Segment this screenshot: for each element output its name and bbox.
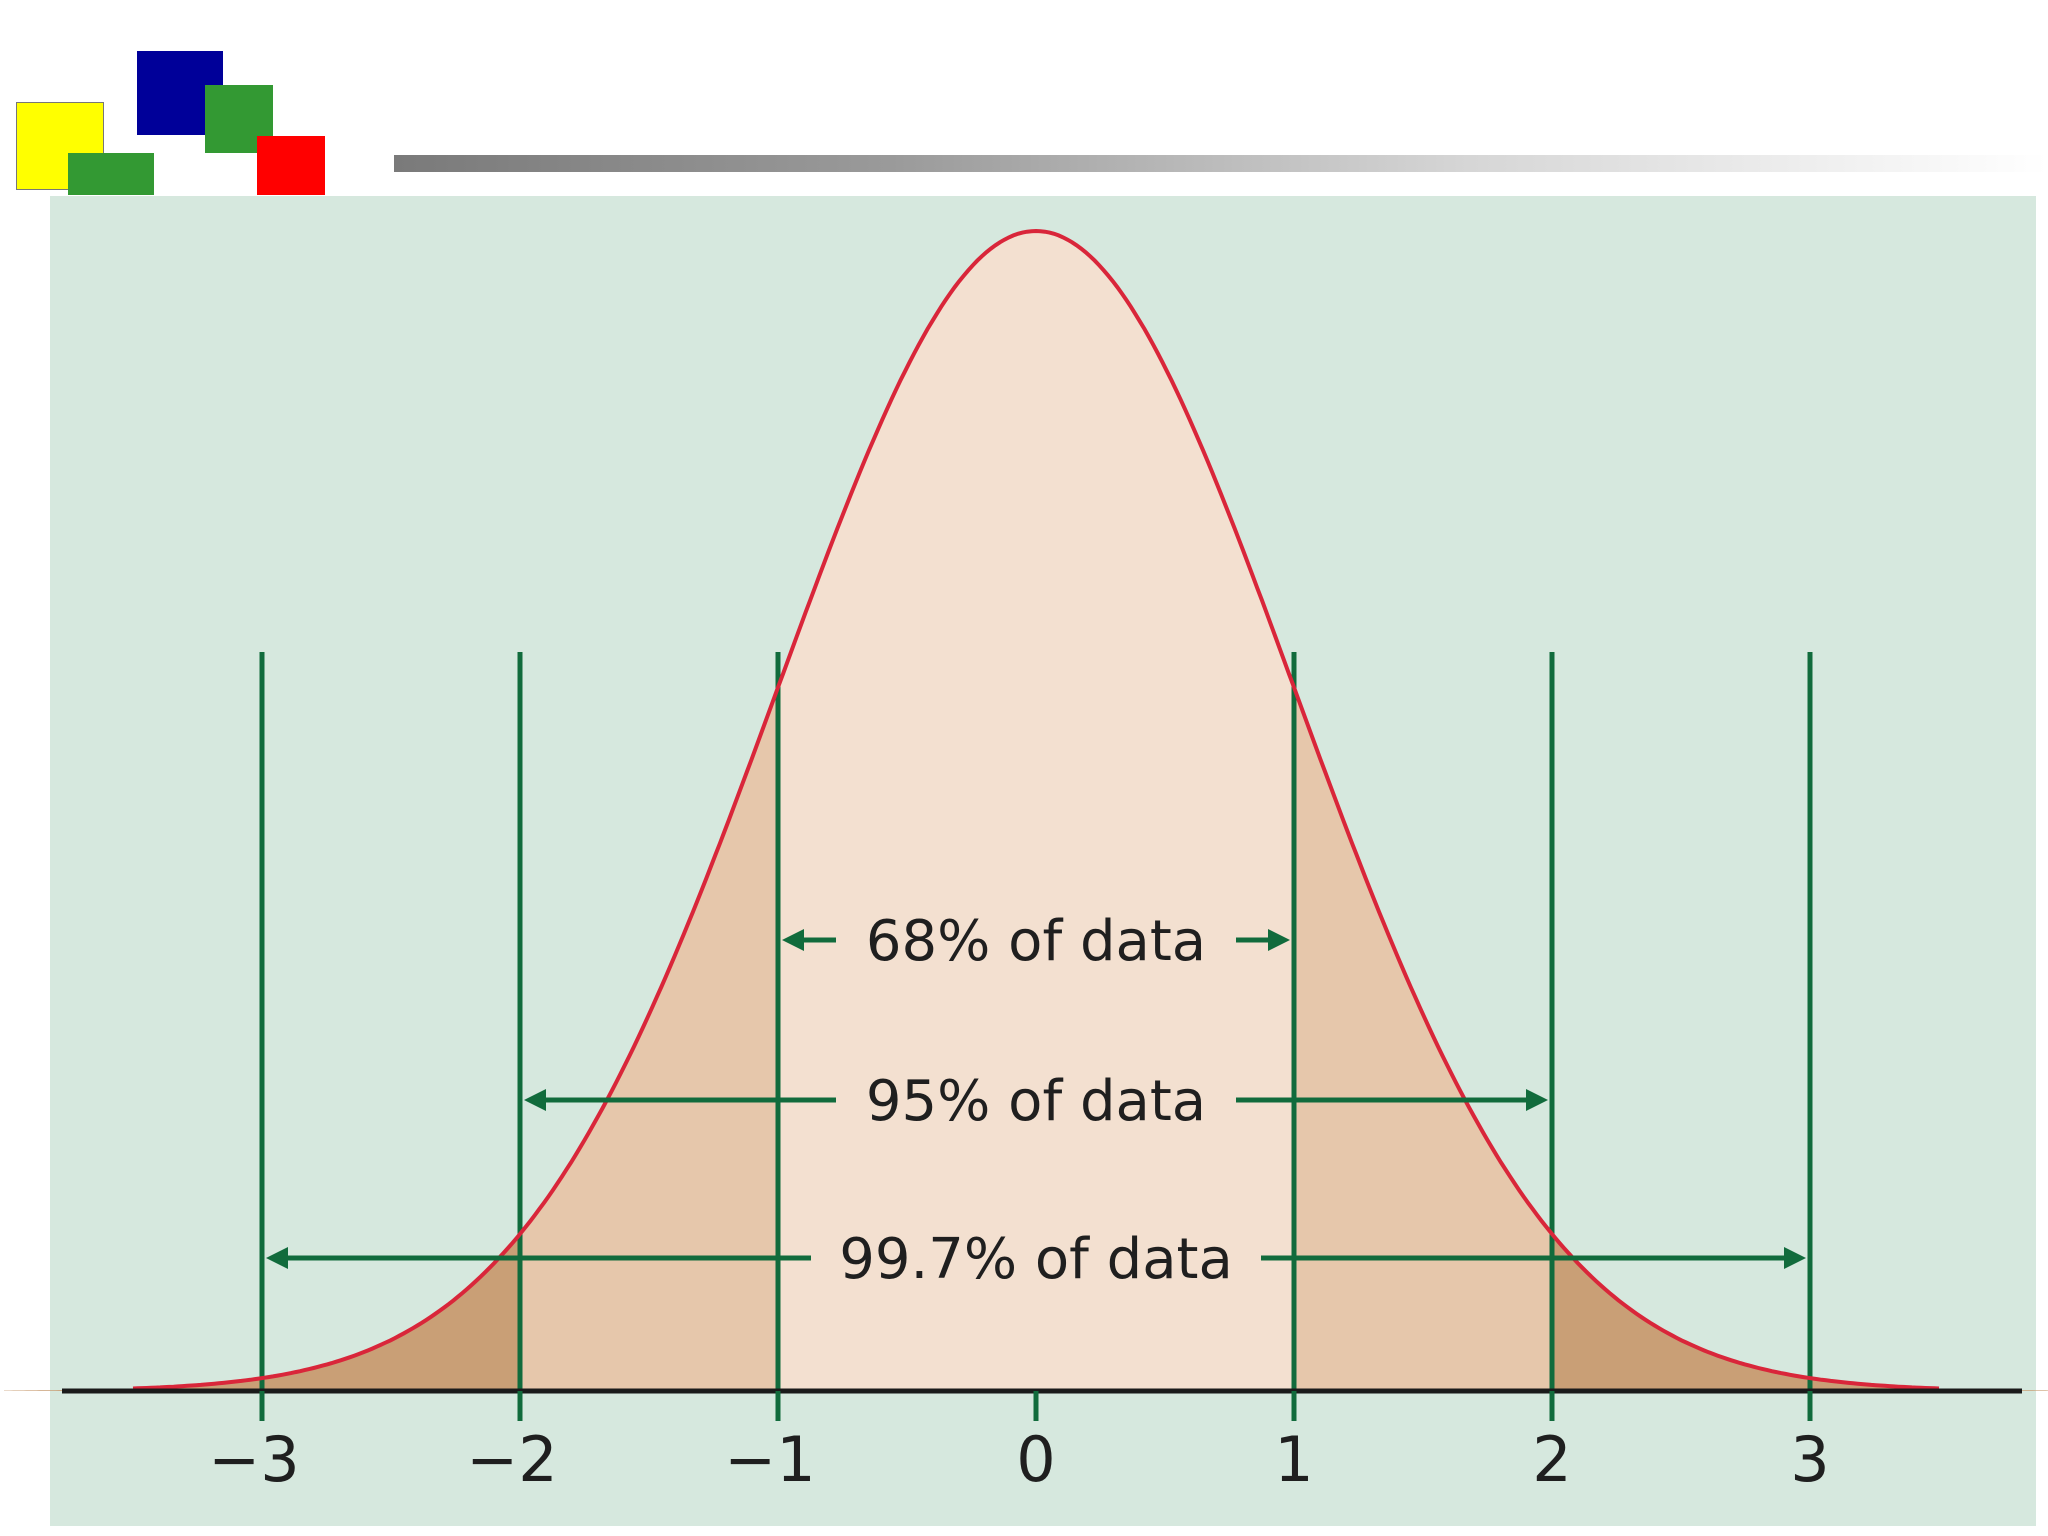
- range-arrowhead: [524, 1089, 546, 1111]
- tick-label: 0: [1016, 1423, 1055, 1496]
- header-gradient-rule: [394, 155, 2048, 172]
- tick-label: 3: [1790, 1423, 1829, 1496]
- range-arrowhead: [1784, 1247, 1806, 1269]
- area-tail-right: [1810, 1378, 2048, 1391]
- area-2sd-left: [262, 1234, 520, 1391]
- tick-label: −1: [724, 1423, 815, 1496]
- area-tail-left: [4, 1378, 262, 1391]
- range-arrowhead: [266, 1247, 288, 1269]
- area-2sd-right: [1552, 1234, 1810, 1391]
- range-label: 68% of data: [866, 909, 1206, 974]
- normal-curve: [132, 228, 1940, 1391]
- range-arrowhead: [782, 929, 804, 951]
- area-center: [778, 231, 1294, 1391]
- tick-label: −3: [208, 1423, 299, 1496]
- tick-label: 2: [1532, 1423, 1571, 1496]
- logo-red-square: [257, 136, 325, 195]
- range-label: 95% of data: [866, 1069, 1206, 1134]
- tick-label: 1: [1274, 1423, 1313, 1496]
- logo-green-square-bottom: [68, 153, 154, 195]
- tick-label: −2: [466, 1423, 557, 1496]
- range-arrowhead: [1526, 1089, 1548, 1111]
- range-arrowhead: [1268, 929, 1290, 951]
- range-label: 99.7% of data: [839, 1227, 1233, 1292]
